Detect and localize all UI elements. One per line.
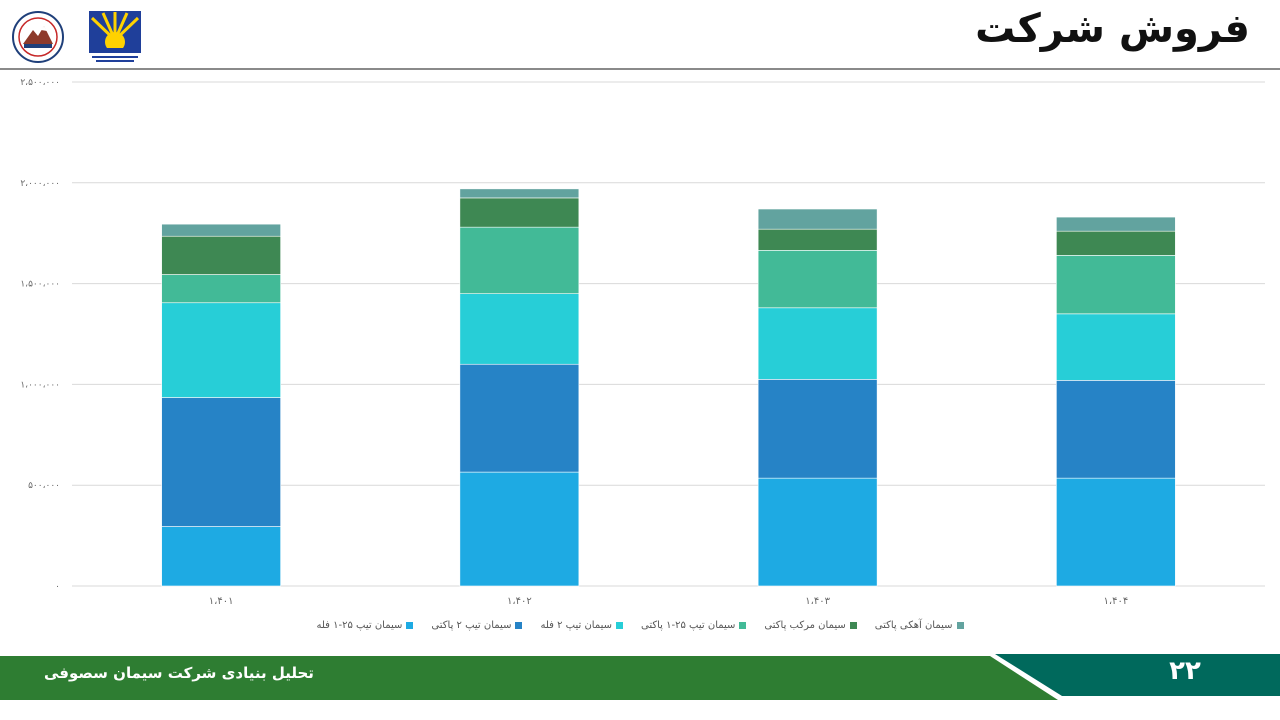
bar-segment <box>161 223 281 237</box>
bar-segment <box>757 477 878 587</box>
bar-segment <box>459 188 580 199</box>
legend-swatch <box>616 622 624 629</box>
legend-label: سیمان مرکب پاکتی <box>764 620 846 631</box>
bar-segment <box>161 274 281 304</box>
y-tick-label: ۰ <box>55 582 60 592</box>
page-title: فروش شرکت <box>975 6 1250 52</box>
legend-label: سیمان تیپ ۲ فله <box>540 620 613 631</box>
legend-item: سیمان تیپ ۲ فله <box>540 620 624 631</box>
y-tick-label: ۱،۵۰۰،۰۰۰ <box>20 280 60 290</box>
legend-item: سیمان تیپ ۲۵-۱ فله <box>316 620 414 631</box>
legend-label: سیمان تیپ ۲ پاکتی <box>431 620 512 631</box>
y-tick-label: ۲،۰۰۰،۰۰۰ <box>20 179 60 189</box>
x-tick-label: ۱،۴۰۲ <box>507 596 532 607</box>
mountain-seal-icon <box>12 11 64 63</box>
footer-caption: تحلیل بنیادی شرکت سیمان سصوفی <box>44 664 314 682</box>
footer-band <box>0 654 1280 700</box>
legend-swatch <box>406 622 414 629</box>
legend-swatch <box>956 622 964 629</box>
bar-segment <box>757 307 878 380</box>
legend-swatch <box>739 622 747 629</box>
stacked-bar-chart: ۰ ۵۰۰،۰۰۰ ۱،۰۰۰،۰۰۰ ۱،۵۰۰،۰۰۰ ۲،۰۰۰،۰۰۰ ۲،۵۰۰… <box>20 78 1265 607</box>
sunburst-logo-icon <box>89 11 141 62</box>
bar-segment <box>1056 313 1176 381</box>
bar-segment <box>757 250 878 309</box>
bar-segment <box>1056 255 1176 315</box>
bar-segment <box>459 471 580 587</box>
bar-segment <box>757 208 878 230</box>
bar-segment <box>1056 216 1176 232</box>
chart-legend: سیمان تیپ ۲۵-۱ فله سیمان تیپ ۲ پاکتی سیمان… <box>0 620 1280 631</box>
legend-label: سیمان تیپ ۲۵-۱ فله <box>316 620 403 631</box>
bar-segment <box>459 293 580 365</box>
x-tick-label: ۱،۴۰۴ <box>1104 596 1129 607</box>
y-tick-label: ۱،۰۰۰،۰۰۰ <box>20 380 60 390</box>
title-divider <box>0 68 1280 70</box>
x-tick-label: ۱،۴۰۱ <box>209 596 234 607</box>
footer-green-band <box>0 656 1058 700</box>
bar-segment <box>459 197 580 228</box>
x-tick-label: ۱،۴۰۳ <box>805 596 830 607</box>
legend-label: سیمان تیپ ۲۵-۱ پاکتی <box>641 620 736 631</box>
bar-segment <box>161 235 281 275</box>
legend-item: سیمان مرکب پاکتی <box>764 620 857 631</box>
bar-segment <box>757 379 878 479</box>
y-tick-label: ۲،۵۰۰،۰۰۰ <box>20 78 60 88</box>
legend-item: سیمان تیپ ۲۵-۱ پاکتی <box>641 620 747 631</box>
bar-segment <box>161 526 281 587</box>
bar-segment <box>1056 477 1176 587</box>
legend-item: سیمان آهکی پاکتی <box>875 620 964 631</box>
legend-item: سیمان تیپ ۲ پاکتی <box>431 620 523 631</box>
page-number: ۲۲ <box>1169 656 1201 686</box>
legend-label: سیمان آهکی پاکتی <box>874 620 953 631</box>
bar-segment <box>161 397 281 527</box>
bar-segment <box>161 302 281 398</box>
bar-segment <box>459 363 580 473</box>
legend-swatch <box>515 622 523 629</box>
bar-segment <box>459 226 580 294</box>
bar-segment <box>1056 230 1176 256</box>
footer-teal-band <box>995 654 1280 696</box>
legend-swatch <box>849 622 857 629</box>
bar-segment <box>757 228 878 251</box>
bar-segment <box>1056 380 1176 479</box>
y-tick-label: ۵۰۰،۰۰۰ <box>28 481 60 491</box>
